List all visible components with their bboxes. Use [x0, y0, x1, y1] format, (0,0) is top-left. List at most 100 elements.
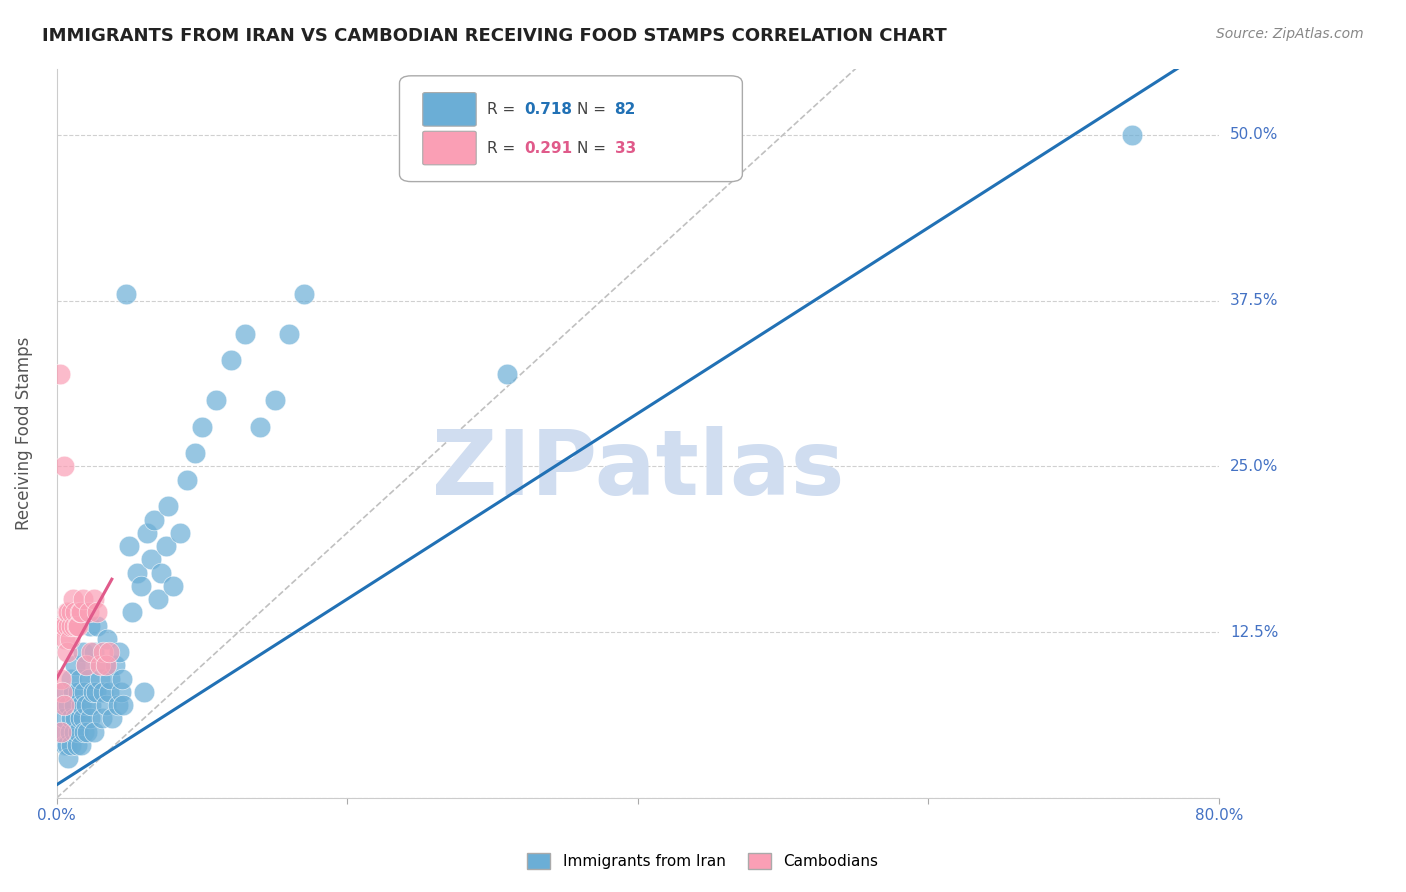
Point — [84, 685, 107, 699]
Text: N =: N = — [578, 141, 612, 155]
Point — [77, 672, 100, 686]
Point — [82, 685, 104, 699]
Point — [60, 738, 83, 752]
Point — [67, 685, 90, 699]
Point — [191, 419, 214, 434]
Point — [101, 711, 124, 725]
Point — [108, 645, 131, 659]
Point — [53, 632, 76, 646]
Text: 82: 82 — [614, 102, 636, 117]
Point — [83, 645, 105, 659]
Point — [72, 711, 94, 725]
Point — [110, 685, 132, 699]
Point — [58, 751, 80, 765]
Point — [263, 393, 285, 408]
Point — [70, 738, 93, 752]
Point — [89, 658, 111, 673]
Point — [148, 592, 170, 607]
Point — [91, 685, 114, 699]
Point — [48, 367, 70, 381]
Point — [66, 618, 89, 632]
Point — [63, 698, 86, 713]
Point — [53, 738, 76, 752]
Point — [176, 473, 198, 487]
Text: 0.291: 0.291 — [524, 141, 572, 155]
Point — [60, 606, 83, 620]
Point — [75, 698, 97, 713]
Point — [52, 711, 75, 725]
Point — [125, 566, 148, 580]
Point — [183, 446, 205, 460]
Point — [86, 606, 108, 620]
Text: 37.5%: 37.5% — [1230, 293, 1278, 308]
Point — [69, 672, 91, 686]
Point — [118, 539, 141, 553]
Point — [51, 698, 73, 713]
Point — [49, 724, 72, 739]
Point — [205, 393, 228, 408]
Point — [49, 724, 72, 739]
Point — [150, 566, 173, 580]
Point — [55, 606, 77, 620]
Point — [60, 672, 83, 686]
Point — [80, 645, 103, 659]
Point — [65, 711, 87, 725]
Point — [52, 685, 75, 699]
Point — [51, 618, 73, 632]
Point — [72, 645, 94, 659]
Point — [1121, 128, 1143, 142]
Point — [55, 738, 77, 752]
Point — [132, 685, 155, 699]
Point — [155, 539, 177, 553]
Point — [52, 459, 75, 474]
Point — [104, 658, 127, 673]
Point — [93, 658, 115, 673]
Point — [77, 606, 100, 620]
FancyBboxPatch shape — [399, 76, 742, 182]
Point — [129, 579, 152, 593]
Point — [96, 632, 118, 646]
Point — [70, 606, 93, 620]
Point — [49, 672, 72, 686]
Text: N =: N = — [578, 102, 612, 117]
Point — [79, 618, 101, 632]
Point — [157, 500, 180, 514]
Point — [62, 592, 84, 607]
Point — [135, 525, 157, 540]
Point — [58, 618, 80, 632]
Point — [292, 287, 315, 301]
Text: 0.718: 0.718 — [524, 102, 572, 117]
Point — [142, 512, 165, 526]
Point — [60, 618, 83, 632]
Point — [83, 724, 105, 739]
Point — [121, 606, 143, 620]
Point — [91, 645, 114, 659]
Text: Source: ZipAtlas.com: Source: ZipAtlas.com — [1216, 27, 1364, 41]
Legend: Immigrants from Iran, Cambodians: Immigrants from Iran, Cambodians — [522, 847, 884, 875]
Point — [62, 685, 84, 699]
Point — [75, 658, 97, 673]
Point — [69, 711, 91, 725]
Point — [97, 645, 120, 659]
Point — [249, 419, 271, 434]
Point — [65, 606, 87, 620]
Point — [107, 698, 129, 713]
Point — [63, 724, 86, 739]
Text: 12.5%: 12.5% — [1230, 624, 1278, 640]
Point — [112, 698, 135, 713]
Point — [59, 632, 82, 646]
Text: R =: R = — [486, 102, 520, 117]
Point — [53, 618, 76, 632]
Point — [72, 592, 94, 607]
Point — [86, 618, 108, 632]
Point — [169, 525, 191, 540]
Point — [80, 698, 103, 713]
Text: R =: R = — [486, 141, 520, 155]
Point — [219, 353, 242, 368]
Text: 50.0%: 50.0% — [1230, 128, 1278, 143]
Point — [76, 724, 98, 739]
Point — [66, 738, 89, 752]
Point — [70, 698, 93, 713]
Point — [65, 658, 87, 673]
Point — [73, 724, 96, 739]
